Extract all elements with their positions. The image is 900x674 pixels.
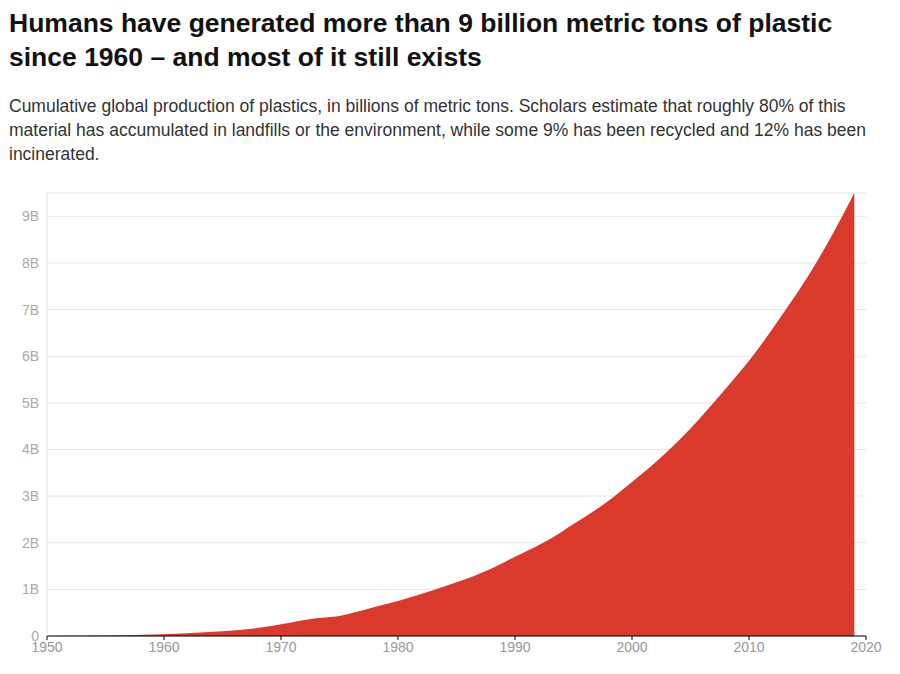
- svg-text:3B: 3B: [22, 488, 39, 504]
- svg-text:2010: 2010: [733, 639, 764, 655]
- svg-text:2020: 2020: [850, 639, 881, 655]
- svg-text:1970: 1970: [265, 639, 296, 655]
- svg-text:1980: 1980: [382, 639, 413, 655]
- svg-text:1990: 1990: [499, 639, 530, 655]
- svg-text:1B: 1B: [22, 581, 39, 597]
- svg-text:6B: 6B: [22, 348, 39, 364]
- html-text:Humans have generated more tha: Humans have generated more than 9 billio…: [9, 8, 833, 72]
- svg-text:5B: 5B: [22, 395, 39, 411]
- svg-text:1950: 1950: [31, 638, 63, 655]
- html-text:Cumulative global production o: Cumulative global production of plastics…: [9, 96, 866, 164]
- svg-text:2000: 2000: [616, 639, 647, 655]
- svg-text:9B: 9B: [22, 208, 39, 224]
- svg-text:2B: 2B: [22, 535, 39, 551]
- svg-text:4B: 4B: [22, 441, 39, 457]
- svg-text:1960: 1960: [148, 639, 179, 655]
- svg-text:8B: 8B: [22, 255, 39, 271]
- svg-text:7B: 7B: [22, 302, 39, 318]
- svg-text:0: 0: [31, 628, 39, 644]
